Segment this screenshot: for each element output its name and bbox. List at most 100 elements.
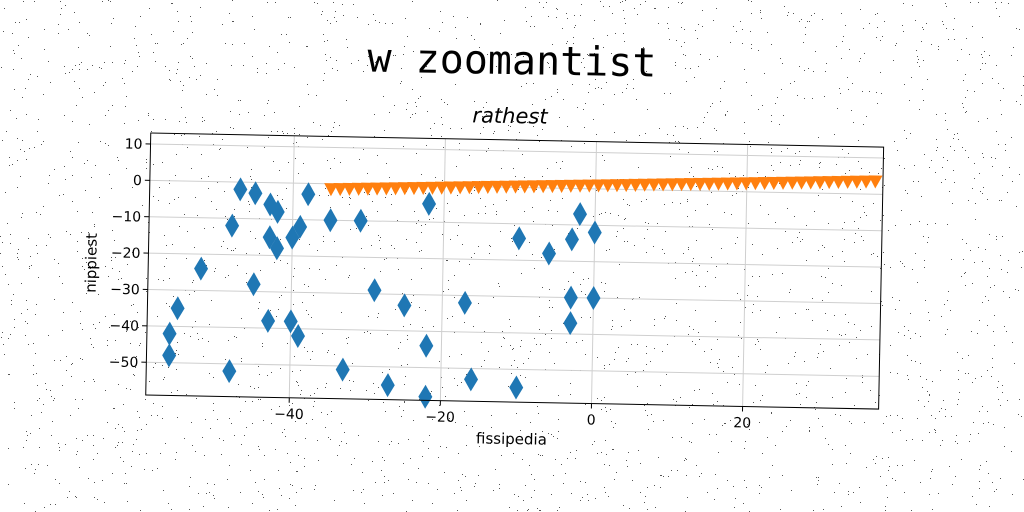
diamond-point [293, 214, 308, 239]
plot-frame [145, 132, 885, 410]
diamond-point [283, 309, 298, 334]
diamond-point [263, 192, 278, 217]
triangle-point [591, 179, 606, 193]
triangle-point [647, 178, 662, 192]
diamond-point [222, 359, 237, 384]
y-tick-label: −20 [111, 245, 141, 262]
triangle-point [683, 178, 698, 192]
triangle-point [324, 183, 339, 197]
diamond-point [397, 293, 412, 318]
triangle-point [462, 181, 477, 195]
diamond-point [233, 177, 248, 202]
diamond-point [225, 213, 240, 238]
triangle-point [767, 176, 782, 190]
series-diamonds [162, 177, 602, 409]
y-axis-ticks: 10 0 −10 −20 −30 −40 −50 [109, 136, 151, 371]
triangle-point [674, 178, 689, 192]
triangle-point [499, 180, 514, 194]
diamond-point [586, 286, 601, 311]
diamond-point [419, 333, 434, 358]
triangle-point [720, 177, 735, 191]
diamond-point [323, 208, 338, 233]
diamond-point [512, 226, 527, 251]
triangle-point [739, 177, 754, 191]
diamond-point [464, 367, 479, 392]
grid-lines [146, 135, 884, 407]
x-tick-label: −20 [425, 409, 455, 426]
triangle-point [785, 176, 800, 190]
diamond-point [162, 343, 177, 368]
diamond-point [422, 191, 437, 216]
x-tick-label: 0 [587, 412, 596, 428]
diamond-point [248, 181, 263, 206]
y-tick-label: −40 [109, 318, 139, 335]
diamond-point [542, 241, 557, 266]
triangle-point [333, 183, 348, 197]
x-axis-label: fissipedia [476, 429, 547, 448]
diamond-point [291, 324, 306, 349]
triangle-point [610, 179, 625, 193]
triangle-point [407, 181, 422, 196]
diamond-point [270, 236, 285, 261]
x-tick-label: −40 [274, 406, 304, 423]
triangle-point [361, 182, 376, 196]
grid-line-y [147, 325, 880, 341]
triangle-point [748, 177, 763, 191]
triangle-point [554, 179, 569, 193]
triangle-point [868, 175, 883, 189]
diamond-point [418, 384, 433, 409]
triangle-point [508, 180, 523, 194]
triangle-point [665, 178, 680, 192]
triangle-point [527, 180, 542, 194]
diamond-point [563, 285, 578, 310]
triangle-point [757, 176, 772, 191]
grid-line-y [146, 361, 880, 377]
y-tick-label: −30 [110, 282, 140, 299]
diamond-point [301, 182, 316, 207]
grid-line-y [149, 216, 883, 232]
triangle-point [536, 180, 551, 194]
triangle-point [693, 177, 708, 192]
triangle-point [776, 176, 791, 190]
triangle-point [831, 175, 846, 190]
triangle-point [416, 181, 431, 195]
diamond-point [509, 375, 524, 400]
triangle-point [619, 178, 634, 193]
triangle-point [444, 181, 459, 195]
triangle-point [637, 178, 652, 192]
diamond-point [335, 357, 350, 382]
triangle-point [434, 181, 449, 195]
grid-line-y [147, 288, 881, 305]
triangle-point [803, 176, 818, 190]
y-tick-label: 0 [133, 173, 142, 189]
diamond-point [270, 199, 285, 224]
diamond-point [587, 220, 602, 245]
triangle-point [388, 182, 403, 196]
triangle-point [850, 175, 865, 189]
diamond-point [246, 272, 261, 297]
grid-line-y [150, 143, 884, 159]
triangle-point [379, 182, 394, 196]
triangle-point [545, 179, 560, 194]
triangle-point [730, 177, 745, 191]
diamond-point [353, 208, 368, 233]
diamond-point [262, 225, 277, 250]
y-tick-label: −50 [109, 355, 139, 372]
triangle-point [822, 176, 837, 190]
triangle-point [859, 175, 874, 189]
triangle-point [582, 179, 597, 193]
triangle-point [342, 182, 357, 197]
diamond-point [285, 225, 300, 250]
diamond-point [563, 311, 578, 336]
diamond-point [194, 256, 209, 281]
diamond-point [573, 202, 588, 227]
triangle-point [351, 182, 366, 196]
triangle-point [481, 180, 496, 195]
triangle-point [564, 179, 579, 193]
triangle-point [517, 180, 532, 194]
triangle-point [453, 181, 468, 195]
grid-line-y [148, 252, 882, 268]
diamond-point [564, 227, 579, 252]
triangle-point [471, 181, 486, 195]
series-triangles [324, 175, 883, 197]
